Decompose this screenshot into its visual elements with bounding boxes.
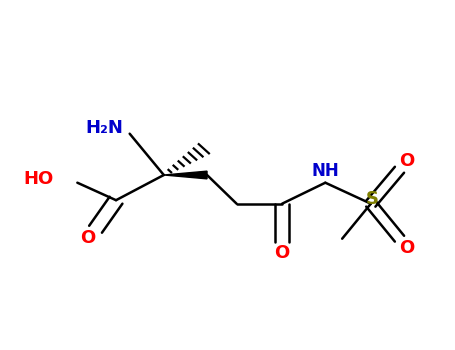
Text: NH: NH bbox=[312, 162, 339, 181]
Text: O: O bbox=[80, 229, 95, 247]
Text: O: O bbox=[399, 152, 415, 170]
Text: S: S bbox=[366, 190, 379, 209]
Text: HO: HO bbox=[24, 170, 54, 188]
Text: H₂N: H₂N bbox=[86, 119, 124, 137]
Polygon shape bbox=[164, 171, 207, 179]
Text: O: O bbox=[274, 244, 290, 262]
Text: O: O bbox=[399, 239, 415, 257]
